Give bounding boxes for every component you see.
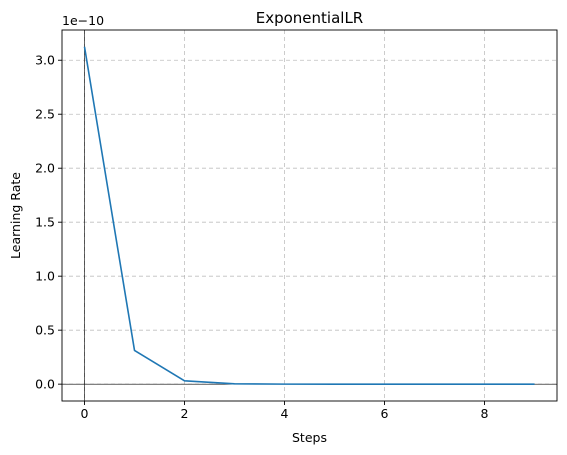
x-tick-label: 8: [481, 406, 489, 421]
y-offset-label: 1e−10: [62, 13, 104, 28]
y-tick-label: 2.5: [35, 107, 55, 122]
x-tick-label: 0: [81, 406, 89, 421]
y-tick-label: 1.0: [35, 269, 55, 284]
y-tick-label: 0.0: [35, 377, 55, 392]
reference-lines: [62, 30, 557, 401]
y-tick-label: 2.0: [35, 161, 55, 176]
chart-title: ExponentialLR: [256, 9, 363, 27]
series-group: [85, 47, 535, 384]
plot-frame: [62, 30, 557, 401]
y-tick-label: 0.5: [35, 323, 55, 338]
grid: [62, 30, 557, 401]
x-axis: 0 2 4 6 8: [81, 401, 489, 421]
x-tick-label: 2: [181, 406, 189, 421]
y-tick-label: 3.0: [35, 53, 55, 68]
x-axis-label: Steps: [292, 430, 327, 445]
x-tick-label: 4: [281, 406, 289, 421]
y-axis: 0.0 0.5 1.0 1.5 2.0 2.5 3.0: [35, 53, 62, 392]
y-axis-label: Learning Rate: [8, 172, 23, 259]
x-tick-label: 6: [381, 406, 389, 421]
series-line: [85, 47, 535, 384]
y-tick-label: 1.5: [35, 215, 55, 230]
